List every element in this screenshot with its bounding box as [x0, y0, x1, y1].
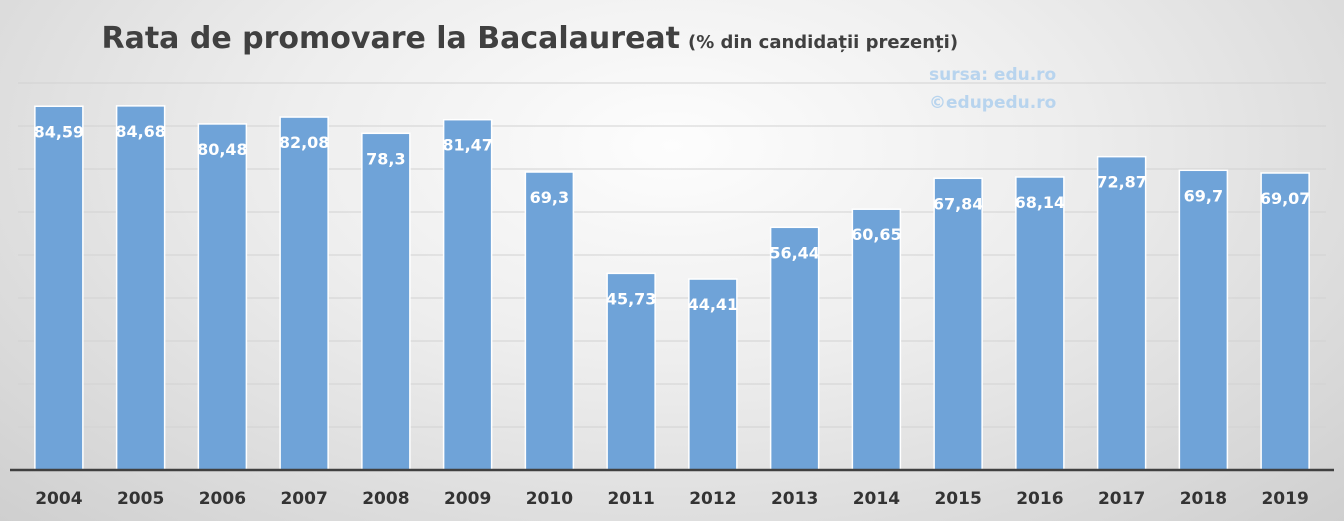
- x-tick-label: 2012: [689, 489, 736, 509]
- bar: [851, 208, 902, 471]
- bar: [197, 123, 248, 471]
- x-tick-label: 2014: [853, 489, 900, 509]
- bar-value-label: 84,68: [115, 122, 166, 141]
- x-tick-label: 2016: [1016, 489, 1063, 509]
- bar-value-label: 69,3: [530, 188, 569, 207]
- bar-value-label: 68,14: [1015, 193, 1066, 212]
- bars: [34, 105, 1310, 471]
- x-tick-label: 2005: [117, 489, 164, 509]
- chart-title: Rata de promovare la Bacalaureat: [102, 21, 681, 56]
- bar-value-label: 78,3: [366, 149, 405, 168]
- bar-value-label: 56,44: [769, 243, 820, 262]
- watermark-copyright: ©edupedu.ro: [929, 93, 1056, 113]
- bar: [524, 171, 575, 471]
- bar: [442, 118, 493, 471]
- bar: [769, 226, 820, 471]
- x-tick-label: 2019: [1261, 489, 1308, 509]
- bar: [34, 105, 84, 471]
- x-tick-label: 2013: [771, 489, 818, 509]
- x-tick-label: 2017: [1098, 489, 1145, 509]
- bar: [1260, 172, 1310, 471]
- x-tick-label: 2007: [280, 489, 327, 509]
- bar-value-label: 84,59: [34, 122, 85, 141]
- bar: [279, 116, 329, 471]
- x-tick-label: 2008: [362, 489, 409, 509]
- bar: [933, 177, 983, 471]
- bar-value-label: 82,08: [279, 133, 330, 152]
- bar: [1178, 169, 1229, 471]
- x-tick-label: 2018: [1180, 489, 1227, 509]
- watermark-source: sursa: edu.ro: [929, 65, 1056, 85]
- x-tick-labels: 2004 2005 2006 2007 2008 2009 2010 2011 2012 2013…: [35, 489, 1309, 509]
- chart-subtitle: (% din candidații prezenți): [688, 32, 958, 53]
- bar-value-label: 45,73: [606, 289, 657, 308]
- x-tick-label: 2004: [35, 489, 82, 509]
- bar-value-label: 81,47: [442, 136, 493, 155]
- bar-value-label: 60,65: [851, 225, 902, 244]
- x-tick-label: 2009: [444, 489, 491, 509]
- bar-value-label: 67,84: [933, 194, 984, 213]
- x-tick-label: 2015: [934, 489, 981, 509]
- bar: [115, 105, 166, 471]
- bar-value-label: 44,41: [688, 295, 739, 314]
- bar-value-label: 72,87: [1096, 173, 1147, 192]
- x-tick-label: 2006: [199, 489, 246, 509]
- x-tick-label: 2010: [526, 489, 573, 509]
- bar-value-label: 69,07: [1260, 189, 1311, 208]
- bar: [1096, 155, 1147, 471]
- bar-value-label: 80,48: [197, 140, 248, 159]
- bar-value-label: 69,7: [1184, 186, 1223, 205]
- value-labels: 84,59 84,68 80,48 82,08 78,3 81,47 69,3 45,73 44…: [34, 122, 1311, 314]
- bar: [606, 272, 656, 471]
- bar: [1015, 176, 1065, 471]
- x-tick-label: 2011: [607, 489, 654, 509]
- bar: [361, 132, 411, 471]
